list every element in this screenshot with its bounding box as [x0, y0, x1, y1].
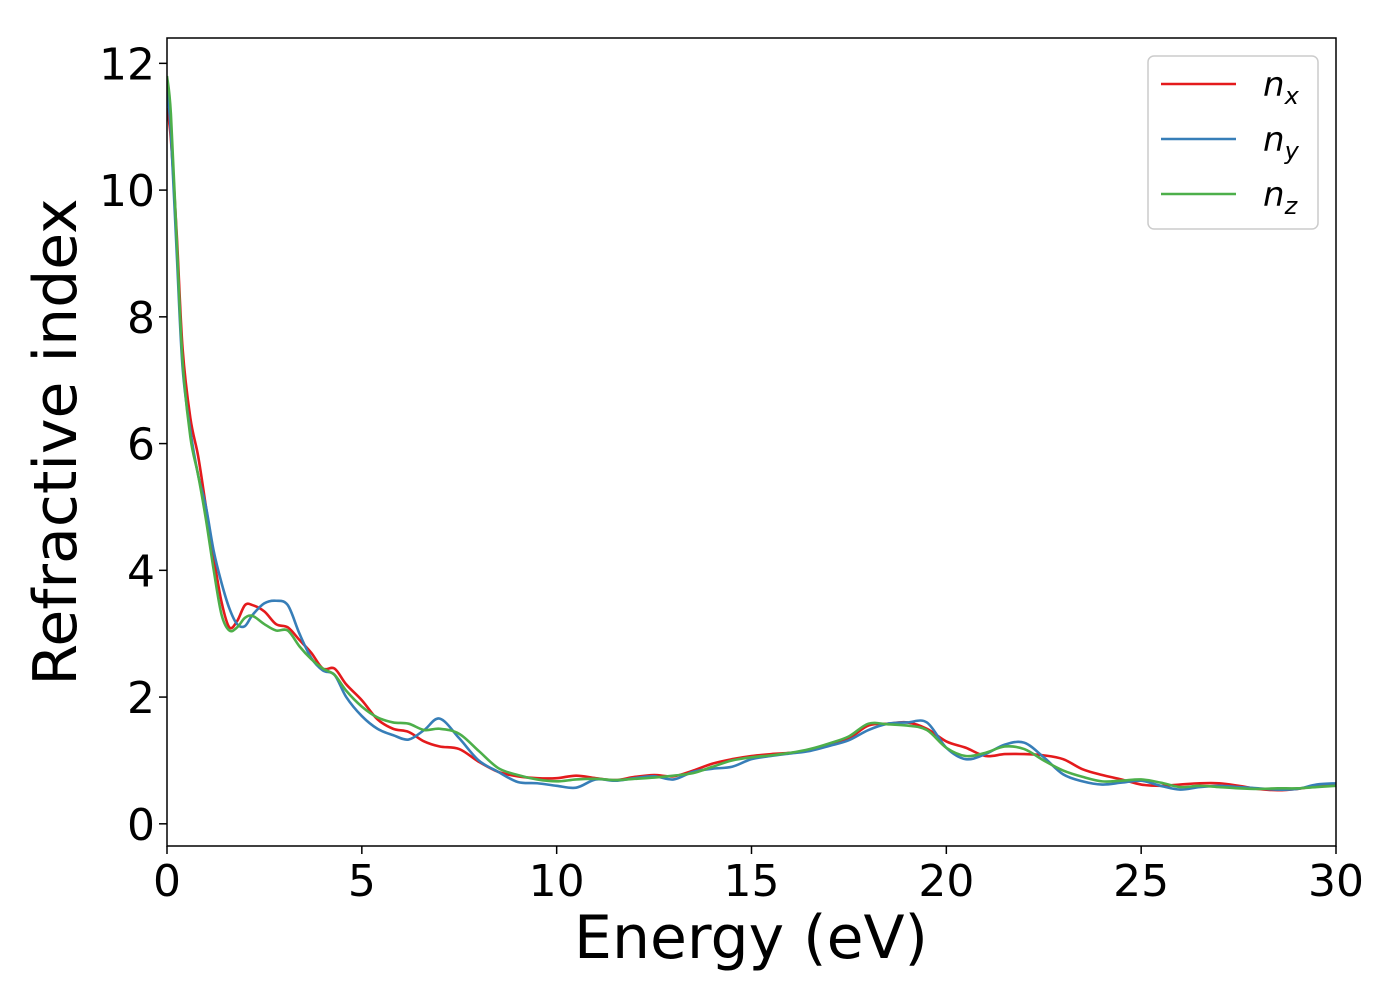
x-tick-label: 10 [529, 856, 585, 907]
y-tick-label: 6 [127, 420, 155, 471]
y-tick-label: 4 [127, 546, 155, 597]
y-tick-label: 8 [127, 293, 155, 344]
x-tick-label: 5 [348, 856, 376, 907]
series-line-nz [167, 75, 1336, 791]
legend-box [1147, 55, 1319, 230]
x-axis-title: Energy (eV) [574, 903, 928, 973]
y-tick-label: 2 [127, 673, 155, 724]
legend-label-ny: ny [1263, 120, 1300, 165]
plot-lines [167, 75, 1336, 792]
x-tick-label: 20 [918, 856, 974, 907]
y-tick-label: 10 [99, 166, 155, 217]
x-tick-label: 0 [153, 856, 181, 907]
y-tick-label: 12 [99, 39, 155, 90]
legend-label-nx: nx [1263, 65, 1300, 110]
y-axis-ticks: 0 2 4 6 8 10 12 [99, 39, 167, 851]
y-axis-title: Refractive index [21, 198, 91, 685]
x-tick-label: 30 [1308, 856, 1364, 907]
x-axis-ticks: 0 5 10 15 20 25 30 [153, 846, 1364, 907]
legend: nx ny nz [1147, 55, 1319, 230]
legend-label-nz: nz [1263, 175, 1299, 220]
x-tick-label: 15 [724, 856, 780, 907]
y-tick-label: 0 [127, 800, 155, 851]
x-tick-label: 25 [1113, 856, 1169, 907]
